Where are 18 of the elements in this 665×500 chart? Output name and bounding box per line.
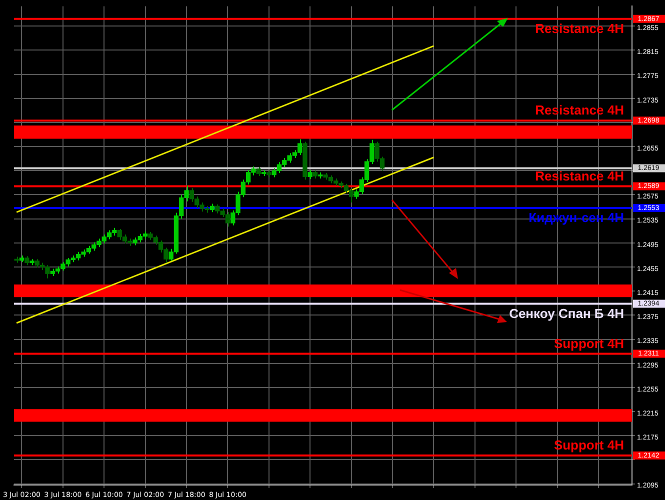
candlestick: [308, 170, 312, 180]
candlestick: [266, 170, 272, 178]
ref-line-label: Resistance 4H: [535, 102, 624, 118]
candlestick: [24, 256, 30, 266]
ref-line-label: Support 4H: [554, 336, 624, 351]
candlestick: [302, 141, 308, 180]
candlestick: [318, 172, 323, 179]
ref-line-label: Support 4H: [554, 438, 624, 453]
ref-line-label: Resistance 4H: [535, 20, 624, 36]
ref-line-label: Resistance 4H: [535, 168, 624, 184]
ref-line-label: Киджун-сен 4H: [528, 210, 624, 226]
candlestick: [30, 258, 34, 266]
ref-line-label: Сенкоу Спан Б 4H: [509, 306, 624, 321]
candlestick: [256, 166, 261, 177]
candlestick: [210, 203, 215, 213]
candlestick: [312, 170, 318, 179]
candlestick: [261, 170, 266, 177]
candlestick: [19, 255, 24, 263]
